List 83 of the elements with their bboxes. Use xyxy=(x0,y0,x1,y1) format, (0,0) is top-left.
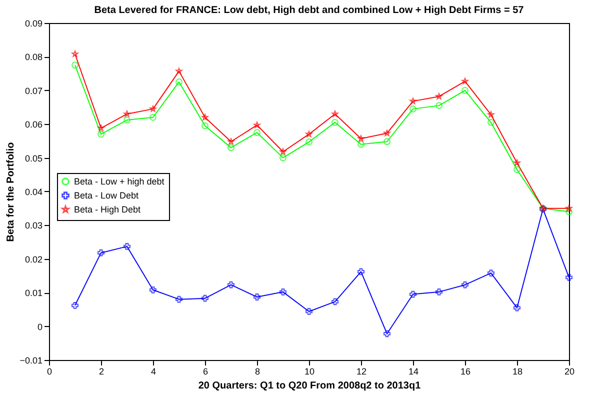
point xyxy=(150,105,156,112)
point xyxy=(202,114,208,120)
x-tick-label: 12 xyxy=(356,366,367,376)
point xyxy=(436,93,442,100)
y-tick-label: 0.06 xyxy=(24,120,42,130)
y-tick-label: 0.07 xyxy=(24,86,42,96)
chart-title: Beta Levered for FRANCE: Low debt, High debt and combined Low + High Debt Firms = 57 xyxy=(94,5,524,16)
x-tick-label: 20 xyxy=(564,366,575,376)
point xyxy=(462,86,468,94)
point xyxy=(410,290,416,298)
legend-label: Beta - Low + high debt xyxy=(74,176,165,186)
point xyxy=(124,110,130,117)
point xyxy=(202,294,208,302)
x-tick-label: 2 xyxy=(98,366,104,376)
x-tick-label: 18 xyxy=(512,366,523,376)
point xyxy=(306,130,312,138)
point xyxy=(72,302,78,309)
point xyxy=(384,330,390,338)
point xyxy=(306,308,312,315)
point xyxy=(254,129,260,136)
x-tick-label: 16 xyxy=(460,366,471,376)
point xyxy=(488,270,494,277)
point xyxy=(332,110,338,117)
point xyxy=(306,138,312,146)
y-tick-label: 0.08 xyxy=(24,52,42,62)
legend-label: Beta - Low Debt xyxy=(74,190,140,200)
point xyxy=(436,102,442,110)
point xyxy=(228,281,234,288)
point xyxy=(124,116,130,124)
point xyxy=(228,138,234,145)
y-tick-label: 0.09 xyxy=(24,18,42,28)
point xyxy=(176,296,182,303)
y-tick-label: 0.02 xyxy=(24,254,42,264)
point xyxy=(384,130,390,136)
point xyxy=(488,118,494,126)
point xyxy=(436,288,442,296)
point xyxy=(202,122,208,130)
x-tick-label: 0 xyxy=(46,366,52,376)
x-tick-label: 10 xyxy=(304,366,315,376)
point xyxy=(98,249,104,256)
point xyxy=(514,166,520,174)
point xyxy=(98,124,104,132)
point xyxy=(176,68,182,74)
y-axis-title: Beta for the Portfolio xyxy=(6,142,17,242)
point xyxy=(410,98,416,104)
y-tick-label: 0.03 xyxy=(24,220,42,231)
point xyxy=(72,50,78,57)
point xyxy=(462,78,468,84)
x-axis-title: 20 Quarters: Q1 to Q20 From 2008q2 to 2013q1 xyxy=(198,380,422,392)
point xyxy=(514,159,520,166)
y-tick-label: 0 xyxy=(37,322,42,332)
point xyxy=(358,268,364,276)
point xyxy=(280,288,286,296)
point xyxy=(462,281,468,288)
point xyxy=(280,154,286,162)
y-tick-label: 0.01 xyxy=(24,288,42,298)
x-tick-label: 8 xyxy=(254,366,260,376)
y-tick-label: 0.05 xyxy=(24,153,42,164)
x-tick-label: 14 xyxy=(408,366,419,376)
point xyxy=(566,274,572,281)
legend-label: Beta - High Debt xyxy=(74,204,142,214)
point xyxy=(254,294,260,300)
y-tick-label: 0.04 xyxy=(24,187,42,197)
point xyxy=(488,111,494,118)
point xyxy=(280,148,286,155)
point xyxy=(228,144,234,152)
point xyxy=(332,118,338,126)
point xyxy=(514,304,520,312)
x-tick-label: 6 xyxy=(202,366,208,376)
point xyxy=(254,122,260,128)
point xyxy=(150,114,156,121)
x-tick-label: 4 xyxy=(150,366,156,376)
point xyxy=(410,105,416,112)
point xyxy=(150,286,156,294)
point xyxy=(98,130,104,138)
point xyxy=(358,135,364,142)
y-tick-label: −0.01 xyxy=(20,356,42,366)
point xyxy=(384,138,390,146)
point xyxy=(358,140,364,148)
point xyxy=(566,204,572,212)
point xyxy=(332,298,338,306)
point xyxy=(124,242,130,250)
point xyxy=(176,78,182,86)
